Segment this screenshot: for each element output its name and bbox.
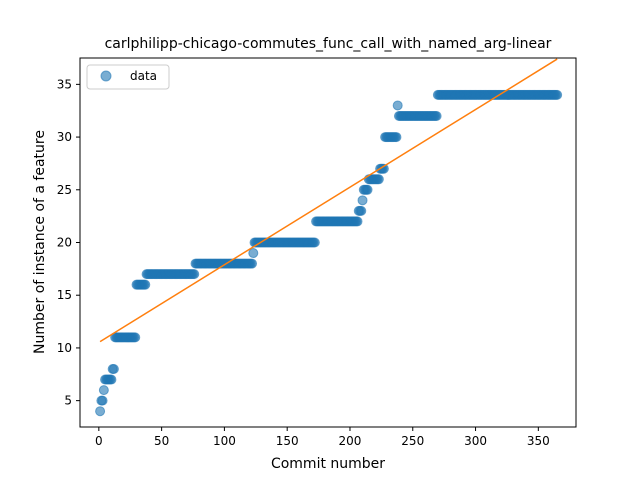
legend-label: data (130, 69, 157, 83)
fit-line (99, 58, 558, 343)
data-point (552, 89, 563, 100)
data-point (309, 237, 320, 248)
data-point (392, 100, 403, 111)
x-tick-label: 350 (527, 434, 550, 448)
x-tick-label: 150 (276, 434, 299, 448)
data-point (357, 195, 368, 206)
data-point (189, 269, 200, 280)
y-tick-label: 35 (57, 77, 72, 91)
fit-line-layer (99, 58, 558, 343)
y-tick-label: 10 (57, 341, 72, 355)
y-axis-label: Number of instance of a feature (32, 130, 48, 354)
data-point (106, 374, 117, 385)
data-point (373, 174, 384, 185)
data-points (95, 89, 563, 417)
x-tick-label: 250 (401, 434, 424, 448)
x-tick-label: 200 (339, 434, 362, 448)
x-axis-ticks: 0 50 100 150 200 250 300 350 (95, 427, 550, 448)
y-tick-label: 5 (64, 394, 72, 408)
x-axis-label: Commit number (271, 456, 385, 472)
data-point (362, 184, 373, 195)
legend-marker (100, 70, 112, 82)
data-point (352, 216, 363, 227)
data-point (97, 395, 108, 406)
y-axis-ticks: 5 10 15 20 25 30 35 (57, 77, 80, 408)
data-point (248, 248, 259, 259)
data-point (140, 279, 151, 290)
data-point (356, 205, 367, 216)
data-point (108, 364, 119, 375)
data-point (95, 406, 106, 417)
x-tick-label: 50 (154, 434, 169, 448)
x-tick-label: 0 (95, 434, 103, 448)
y-tick-label: 15 (57, 288, 72, 302)
x-tick-label: 300 (464, 434, 487, 448)
data-point (431, 110, 442, 121)
y-tick-label: 25 (57, 183, 72, 197)
data-point (247, 258, 258, 269)
x-tick-label: 100 (213, 434, 236, 448)
plot-frame (79, 57, 577, 428)
data-point (391, 132, 402, 143)
legend: data (86, 64, 170, 90)
y-tick-label: 20 (57, 236, 72, 250)
chart-title: carlphilipp-chicago-commutes_func_call_w… (105, 36, 552, 52)
y-tick-label: 30 (57, 130, 72, 144)
data-point (98, 385, 109, 396)
data-point (130, 332, 141, 343)
